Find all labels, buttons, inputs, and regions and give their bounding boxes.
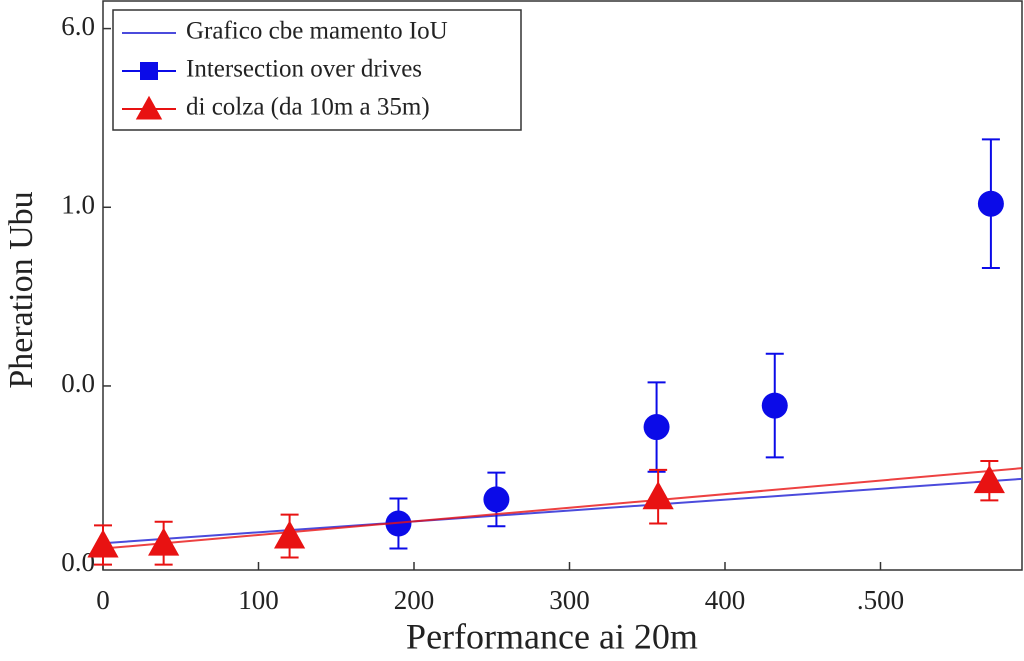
legend-marker xyxy=(135,95,163,120)
legend-label: di colza (da 10m a 35m) xyxy=(186,94,430,121)
plot-frame xyxy=(102,0,1023,571)
legend-label: Grafico cbe mamento IoU xyxy=(186,18,448,45)
y-axis-label: Pheration Ubu xyxy=(3,191,40,388)
x-tick-label: 200 xyxy=(394,585,435,615)
legend-box xyxy=(112,9,522,131)
x-tick-label: .500 xyxy=(857,585,904,615)
point xyxy=(643,414,670,441)
y-tick-label: 0.0 xyxy=(61,547,95,577)
point xyxy=(642,481,674,510)
fit-line xyxy=(102,467,1023,550)
point xyxy=(148,527,180,556)
x-tick-label: 0 xyxy=(96,585,110,615)
fit-line xyxy=(102,477,1023,545)
legend-marker xyxy=(140,62,158,80)
point xyxy=(761,392,788,419)
x-tick-label: 400 xyxy=(705,585,746,615)
y-tick-label: 6.0 xyxy=(61,11,95,41)
point xyxy=(87,529,119,558)
legend-label: Intersection over drives xyxy=(186,56,422,83)
point xyxy=(273,520,306,549)
point xyxy=(977,190,1004,217)
point xyxy=(973,465,1005,494)
point xyxy=(483,486,510,513)
x-axis-label: Performance ai 20m xyxy=(406,616,698,656)
y-tick-label: 1.0 xyxy=(61,189,95,219)
x-tick-label: 300 xyxy=(549,585,590,615)
y-tick-label: 0.0 xyxy=(61,368,95,398)
x-tick-label: 100 xyxy=(238,585,279,615)
